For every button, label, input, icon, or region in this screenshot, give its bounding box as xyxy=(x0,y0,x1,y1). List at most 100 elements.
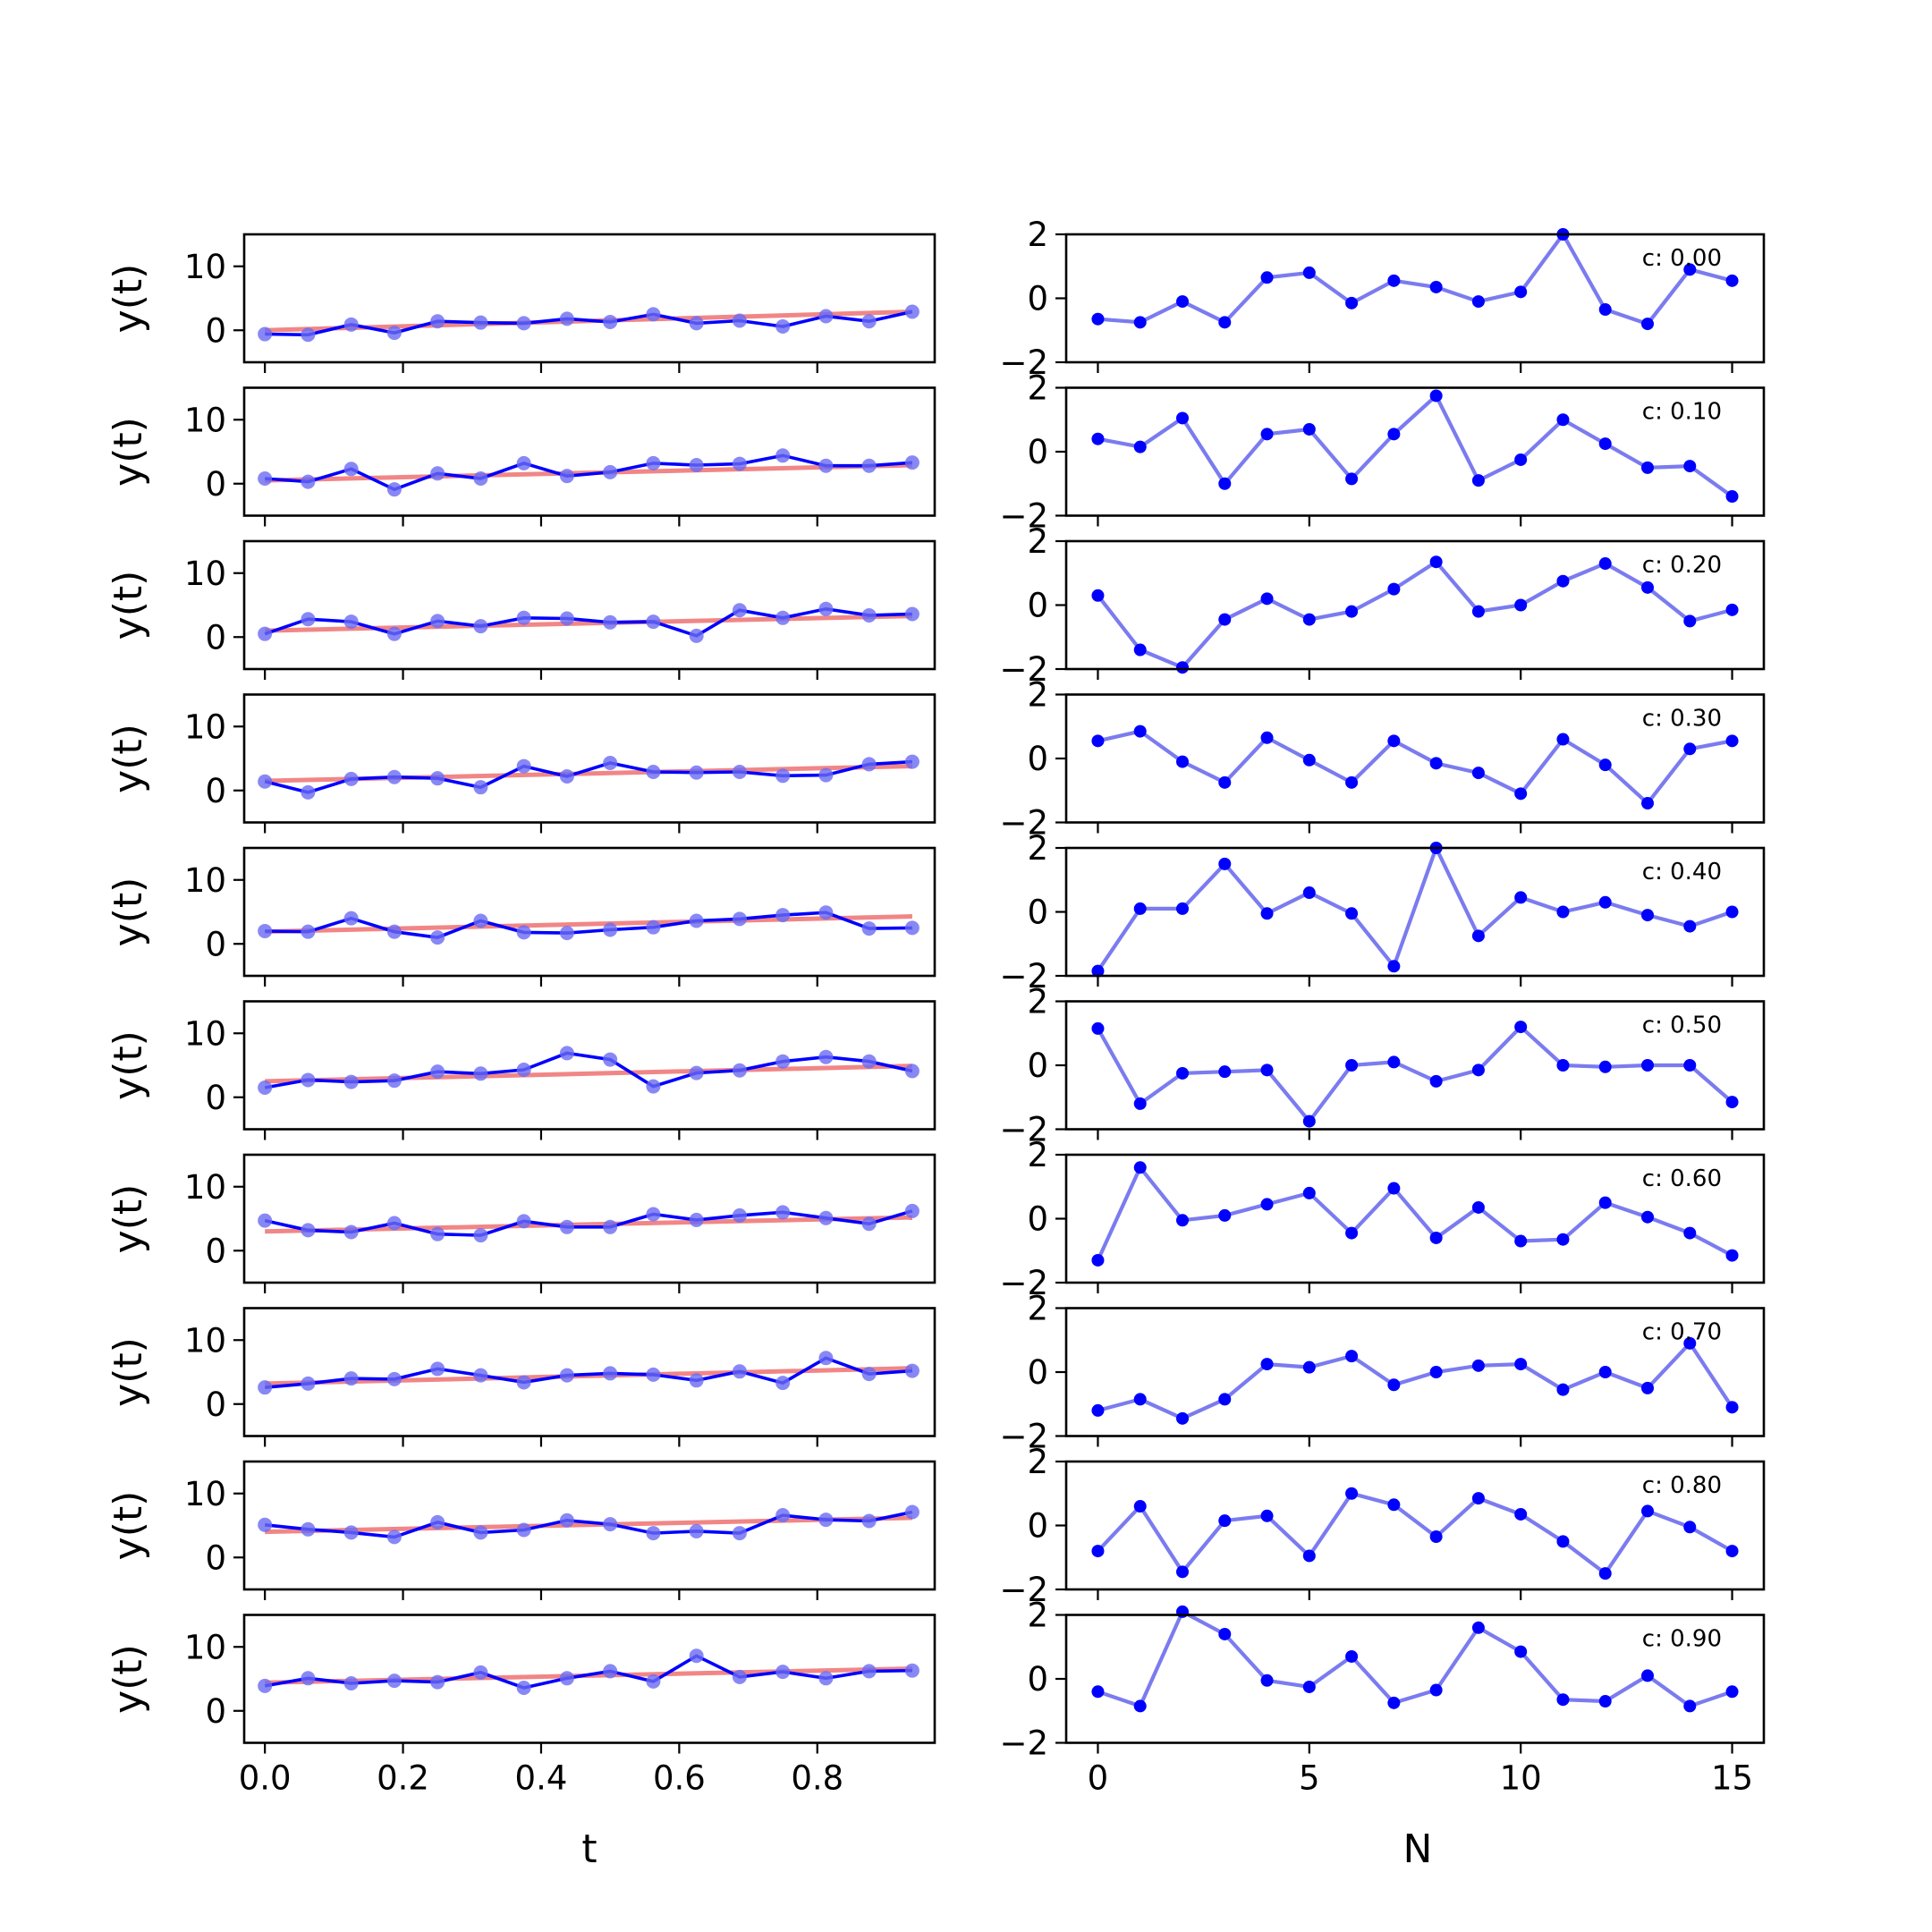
data-point xyxy=(516,610,531,625)
y-tick-label: 2 xyxy=(1027,369,1048,408)
y-tick-label: 0 xyxy=(205,465,226,504)
data-point xyxy=(1302,1549,1316,1563)
left-panel-8: 0 10 y(t) xyxy=(106,1307,936,1447)
data-point xyxy=(1514,1021,1528,1034)
data-point xyxy=(904,1363,919,1378)
y-tick-label: 2 xyxy=(1027,522,1048,561)
data-point xyxy=(559,1046,574,1061)
data-point xyxy=(473,913,488,928)
data-point xyxy=(861,314,877,329)
y-tick-label: 0 xyxy=(1027,1200,1048,1239)
data-point xyxy=(516,316,531,331)
data-point xyxy=(430,1064,445,1080)
data-point xyxy=(1091,1021,1105,1035)
data-point xyxy=(516,1063,531,1078)
data-point xyxy=(1133,1097,1147,1110)
data-point xyxy=(430,1361,445,1377)
data-point xyxy=(1302,1114,1316,1128)
data-point xyxy=(904,920,919,936)
y-axis-label: y(t) xyxy=(106,1337,151,1407)
data-point xyxy=(1514,598,1528,612)
y-axis-label: y(t) xyxy=(106,724,151,793)
y-tick-label: 0 xyxy=(205,1232,226,1270)
data-point xyxy=(1556,1383,1570,1396)
data-point xyxy=(1641,797,1654,810)
data-point xyxy=(1387,274,1401,287)
y-tick-label: 10 xyxy=(184,401,226,439)
data-point xyxy=(1598,1695,1612,1708)
data-point xyxy=(1176,902,1189,915)
c-annotation: c: 0.60 xyxy=(1642,1165,1722,1192)
data-point xyxy=(1725,1685,1739,1699)
data-point xyxy=(904,1063,919,1079)
data-point xyxy=(1556,1059,1570,1072)
y-tick-label: 2 xyxy=(1027,1290,1048,1328)
data-point xyxy=(603,314,618,329)
data-point xyxy=(430,1514,445,1530)
data-point xyxy=(861,1216,877,1232)
data-point xyxy=(1598,303,1612,317)
data-point xyxy=(343,1525,359,1540)
axes-frame xyxy=(1064,1614,1766,1744)
y-tick-label: 0 xyxy=(205,1079,226,1117)
series-line xyxy=(1096,1491,1733,1577)
y-tick-label: 10 xyxy=(184,1014,226,1053)
series-line xyxy=(1096,843,1733,972)
data-point xyxy=(861,1054,877,1069)
data-point xyxy=(818,1049,834,1064)
data-point xyxy=(775,610,791,625)
x-tick-label: 0.8 xyxy=(791,1759,843,1798)
series-line xyxy=(264,1654,912,1690)
data-point xyxy=(1133,1500,1147,1513)
right-panel-1: −2 0 2 c: 0.00 xyxy=(999,216,1766,382)
data-point xyxy=(1260,1509,1274,1522)
data-point xyxy=(258,326,273,342)
data-point xyxy=(1260,271,1274,284)
data-point xyxy=(1429,1366,1443,1378)
y-axis-label: y(t) xyxy=(106,1644,151,1714)
data-point xyxy=(516,1681,531,1696)
y-tick-label: −2 xyxy=(999,650,1048,689)
data-point xyxy=(1218,775,1232,789)
data-point xyxy=(473,471,488,487)
data-point xyxy=(1471,1359,1485,1372)
data-point xyxy=(1133,724,1147,738)
data-point xyxy=(689,1065,704,1080)
data-point xyxy=(559,1671,574,1686)
y-tick-label: 10 xyxy=(184,1168,226,1207)
data-point xyxy=(689,316,704,331)
data-point xyxy=(343,1371,359,1386)
data-point xyxy=(1429,757,1443,770)
data-point xyxy=(1471,605,1485,618)
series-line xyxy=(1096,1164,1733,1261)
left-panel-2: 0 10 y(t) xyxy=(106,386,936,527)
data-point xyxy=(1133,1699,1147,1713)
data-point xyxy=(775,768,791,784)
data-point xyxy=(861,1513,877,1529)
data-point xyxy=(301,474,316,489)
data-point xyxy=(689,1648,704,1664)
y-tick-label: 10 xyxy=(184,1475,226,1513)
y-tick-label: 10 xyxy=(184,248,226,286)
left-panels: 0 10 y(t) 0 10 y(t) 0 10 y(t) 0 10 y(t) 0 10 y(t) 0 10 y(… xyxy=(106,233,936,1798)
data-point xyxy=(1429,1530,1443,1544)
data-point xyxy=(343,771,359,786)
series-line xyxy=(1096,559,1733,670)
data-point xyxy=(732,911,747,927)
data-point xyxy=(1471,295,1485,309)
axes-frame xyxy=(1064,693,1766,824)
data-point xyxy=(258,774,273,789)
data-point xyxy=(689,1523,704,1538)
left-panel-10: 0.0 0.2 0.4 0.6 0.8 0 10 y(t) xyxy=(106,1614,936,1798)
data-point xyxy=(1725,1401,1739,1414)
data-point xyxy=(1598,758,1612,772)
data-point xyxy=(603,1052,618,1067)
axes-frame xyxy=(242,693,936,824)
data-point xyxy=(646,1207,661,1222)
fit-line xyxy=(265,1515,912,1535)
data-point xyxy=(818,1351,834,1366)
series-line xyxy=(265,309,913,337)
data-point xyxy=(1176,755,1189,768)
data-point xyxy=(1345,775,1359,789)
